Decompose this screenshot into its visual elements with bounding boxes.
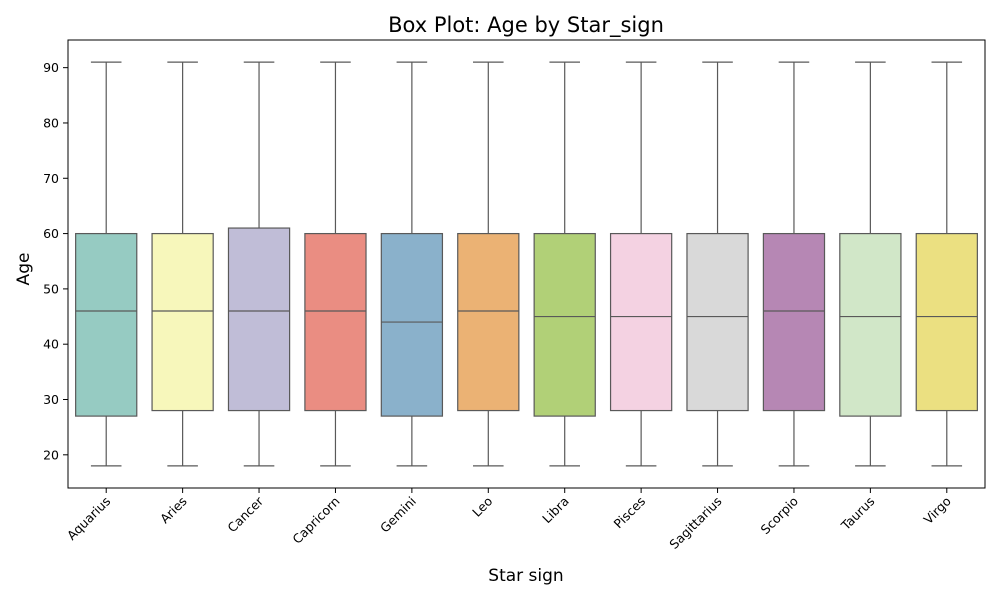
box-taurus	[839, 61, 902, 467]
y-tick-label: 50	[43, 281, 59, 296]
box-libra	[533, 61, 596, 467]
iqr-box	[457, 232, 520, 412]
chart-title: Box Plot: Age by Star_sign	[388, 13, 664, 38]
y-tick-label: 80	[43, 115, 59, 130]
y-tick-label: 70	[43, 171, 59, 186]
iqr-box	[151, 232, 214, 412]
box-capricorn	[304, 61, 367, 467]
y-tick-label: 30	[43, 392, 59, 407]
y-axis: 20 30 40 50 60 70 80 90	[43, 60, 68, 462]
y-tick-label: 40	[43, 337, 59, 352]
box-aquarius	[75, 61, 138, 467]
iqr-box	[915, 232, 978, 412]
iqr-box	[304, 232, 367, 412]
plot-area	[75, 61, 978, 467]
iqr-box	[839, 232, 902, 417]
y-tick-label: 20	[43, 447, 59, 462]
box-leo	[457, 61, 520, 467]
box-pisces	[609, 61, 673, 467]
x-axis-label: Star sign	[488, 566, 563, 586]
box-scorpio	[762, 61, 826, 467]
iqr-box	[686, 232, 749, 412]
plot-frame	[67, 39, 986, 489]
box-gemini	[380, 61, 444, 467]
iqr-box	[533, 232, 596, 417]
iqr-box	[609, 232, 673, 412]
box-aries	[151, 61, 214, 467]
box-sagittarius	[686, 61, 749, 467]
iqr-box	[380, 232, 444, 417]
box-virgo	[915, 61, 978, 467]
y-tick-label: 60	[43, 226, 59, 241]
iqr-box	[75, 232, 138, 417]
y-axis-label: Age	[14, 253, 34, 286]
iqr-box	[227, 227, 291, 412]
iqr-box	[762, 232, 826, 412]
y-tick-label: 90	[43, 60, 59, 75]
box-cancer	[227, 61, 291, 467]
